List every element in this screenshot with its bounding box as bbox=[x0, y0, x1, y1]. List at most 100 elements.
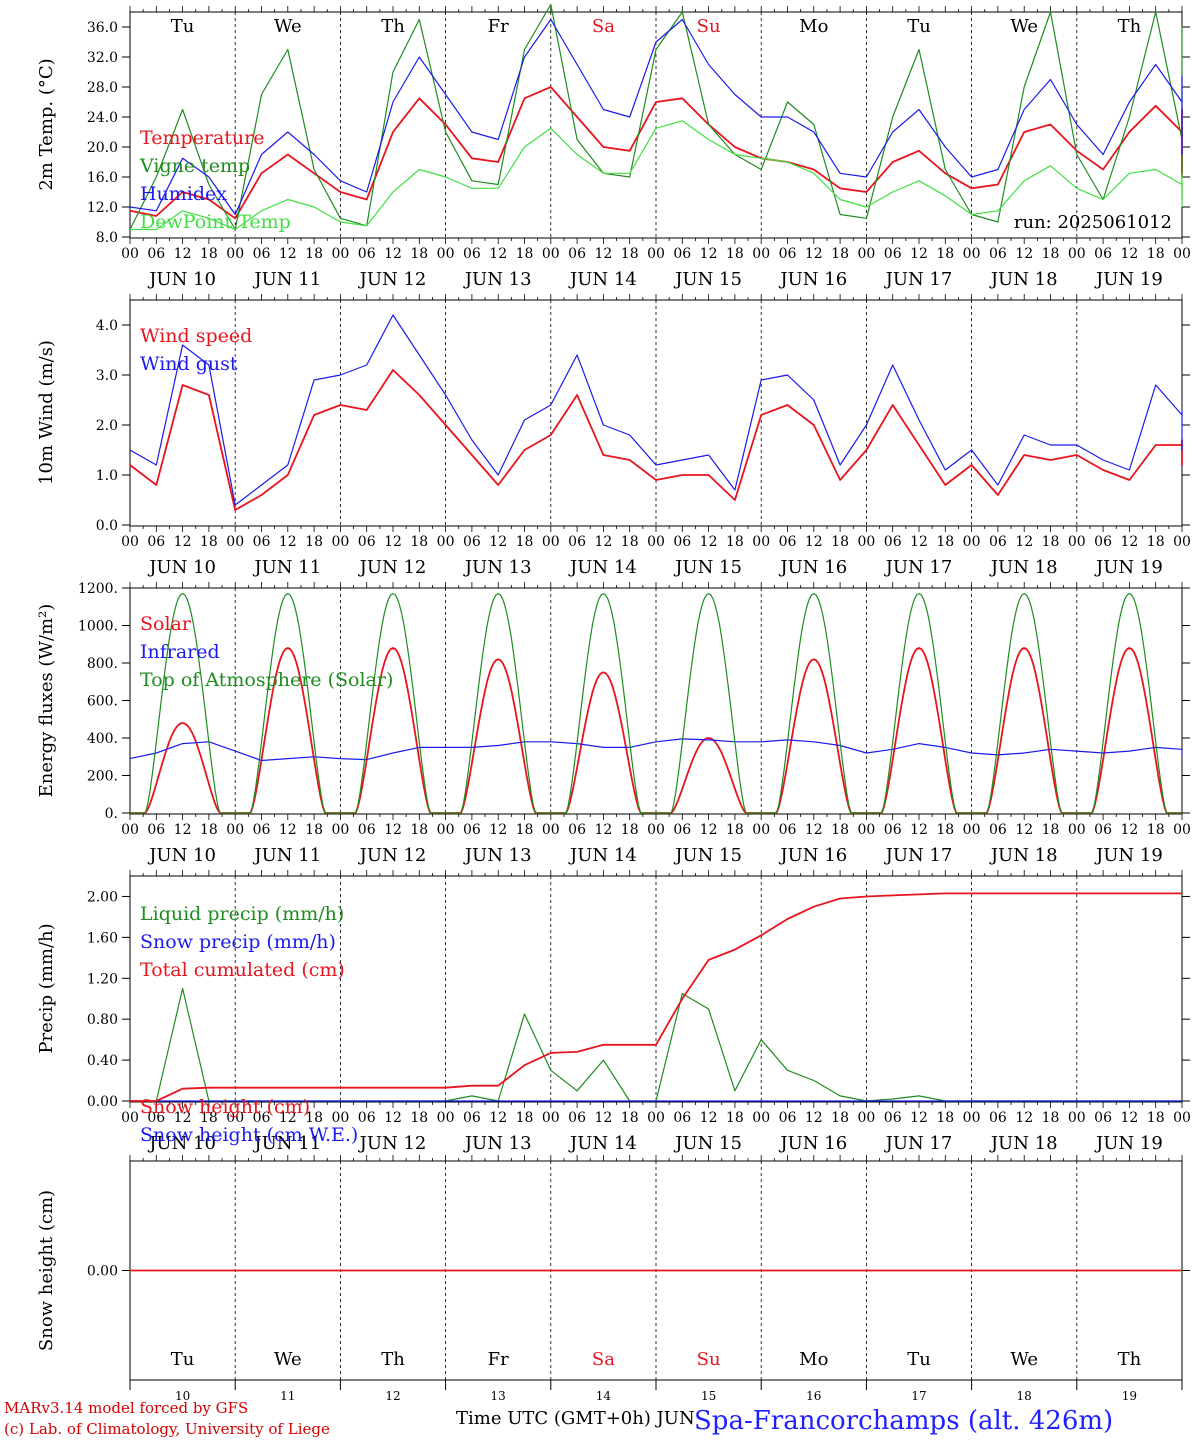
hour-label: 00 bbox=[963, 246, 981, 262]
hour-label: 12 bbox=[279, 1110, 297, 1126]
hour-label: 00 bbox=[331, 1110, 349, 1126]
run-label: run: 2025061012 bbox=[1014, 212, 1172, 233]
hour-label: 06 bbox=[673, 246, 691, 262]
series-line bbox=[130, 120, 1183, 231]
y-tick-label: 8.0 bbox=[96, 230, 118, 246]
hour-label: 06 bbox=[568, 534, 586, 550]
station-title: Spa-Francorchamps (alt. 426m) bbox=[694, 1406, 1113, 1436]
date-label: JUN 16 bbox=[778, 269, 847, 290]
date-label: JUN 18 bbox=[989, 845, 1058, 866]
hour-label: 18 bbox=[516, 1110, 534, 1126]
date-label: JUN 19 bbox=[1094, 269, 1163, 290]
hour-label: 06 bbox=[1094, 1110, 1112, 1126]
hour-label: 06 bbox=[779, 246, 797, 262]
hour-label: 18 bbox=[200, 1110, 218, 1126]
hour-label: 00 bbox=[331, 534, 349, 550]
hour-label: 18 bbox=[621, 822, 639, 838]
day-abbr: Tu bbox=[171, 16, 195, 37]
hour-label: 00 bbox=[437, 1110, 455, 1126]
hour-label: 18 bbox=[831, 246, 849, 262]
hour-label: 06 bbox=[463, 822, 481, 838]
hour-label: 00 bbox=[963, 1110, 981, 1126]
hour-label: 00 bbox=[1173, 1110, 1191, 1126]
date-label: JUN 12 bbox=[358, 557, 427, 578]
day-abbr: Mo bbox=[799, 16, 828, 37]
hour-label: 12 bbox=[1120, 246, 1138, 262]
hour-label: 18 bbox=[831, 1110, 849, 1126]
date-label: JUN 15 bbox=[673, 269, 742, 290]
hour-label: 06 bbox=[1094, 246, 1112, 262]
day-number: 13 bbox=[491, 1389, 506, 1403]
date-label: JUN 19 bbox=[1094, 557, 1163, 578]
day-abbr: Su bbox=[697, 16, 721, 37]
day-abbr-bottom: Su bbox=[697, 1349, 721, 1370]
date-label: JUN 13 bbox=[463, 269, 532, 290]
hour-label: 00 bbox=[1068, 1110, 1086, 1126]
hour-label: 18 bbox=[1147, 534, 1165, 550]
hour-label: 00 bbox=[226, 534, 244, 550]
day-abbr-bottom: We bbox=[274, 1349, 302, 1370]
date-label: JUN 15 bbox=[673, 845, 742, 866]
day-abbr: Sa bbox=[592, 16, 615, 37]
hour-label: 12 bbox=[700, 1110, 718, 1126]
day-number: 15 bbox=[701, 1389, 716, 1403]
hour-label: 06 bbox=[989, 534, 1007, 550]
y-tick-label: 1000. bbox=[78, 619, 118, 635]
hour-label: 06 bbox=[1094, 534, 1112, 550]
y-tick-label: 20.0 bbox=[87, 140, 118, 156]
hour-label: 06 bbox=[147, 822, 165, 838]
hour-label: 18 bbox=[621, 1110, 639, 1126]
date-label: JUN 12 bbox=[358, 845, 427, 866]
hour-label: 00 bbox=[542, 534, 560, 550]
hour-label: 00 bbox=[752, 534, 770, 550]
hour-label: 06 bbox=[253, 1110, 271, 1126]
hour-label: 18 bbox=[1147, 246, 1165, 262]
y-tick-label: 400. bbox=[87, 731, 118, 747]
hour-label: 06 bbox=[989, 1110, 1007, 1126]
hour-label: 06 bbox=[568, 1110, 586, 1126]
legend-entry: Snow height (cm) bbox=[140, 1096, 310, 1118]
hour-label: 00 bbox=[752, 1110, 770, 1126]
date-label: JUN 11 bbox=[252, 845, 321, 866]
panels: 8.0 12.0 16.0 20.0 24.0 28.0 32.0 36.0 2m Temp. … bbox=[36, 3, 1191, 1403]
hour-label: 18 bbox=[200, 822, 218, 838]
date-label: JUN 13 bbox=[463, 557, 532, 578]
hour-label: 18 bbox=[726, 822, 744, 838]
date-label: JUN 14 bbox=[568, 845, 637, 866]
date-label: JUN 16 bbox=[778, 557, 847, 578]
series-line bbox=[129, 369, 1183, 511]
date-label: JUN 15 bbox=[673, 1133, 742, 1154]
hour-label: 06 bbox=[779, 1110, 797, 1126]
hour-label: 06 bbox=[147, 1110, 165, 1126]
panel-temperature: 8.0 12.0 16.0 20.0 24.0 28.0 32.0 36.0 2m Temp. … bbox=[36, 3, 1191, 290]
y-tick-label: 12.0 bbox=[87, 200, 118, 216]
hour-label: 06 bbox=[358, 534, 376, 550]
hour-label: 12 bbox=[279, 534, 297, 550]
hour-label: 18 bbox=[1147, 822, 1165, 838]
hour-label: 00 bbox=[752, 822, 770, 838]
hour-label: 12 bbox=[1015, 246, 1033, 262]
hour-label: 18 bbox=[936, 822, 954, 838]
date-label: JUN 12 bbox=[358, 1133, 427, 1154]
hour-label: 12 bbox=[279, 822, 297, 838]
hour-label: 00 bbox=[542, 822, 560, 838]
hour-label: 00 bbox=[647, 534, 665, 550]
hour-label: 00 bbox=[437, 534, 455, 550]
y-axis-title: 10m Wind (m/s) bbox=[36, 340, 57, 485]
hour-label: 06 bbox=[884, 246, 902, 262]
hour-label: 12 bbox=[174, 534, 192, 550]
y-tick-label: 24.0 bbox=[87, 110, 118, 126]
day-number: 10 bbox=[175, 1389, 190, 1403]
day-number: 11 bbox=[280, 1389, 295, 1403]
hour-label: 18 bbox=[831, 822, 849, 838]
panel-wind: 0.0 1.0 2.0 3.0 4.0 10m Wind (m/s) 00 06 12 18 JUN… bbox=[36, 294, 1191, 578]
hour-label: 12 bbox=[489, 1110, 507, 1126]
hour-label: 18 bbox=[410, 534, 428, 550]
hour-label: 18 bbox=[305, 1110, 323, 1126]
date-label: JUN 18 bbox=[989, 1133, 1058, 1154]
hour-label: 00 bbox=[857, 246, 875, 262]
day-abbr-bottom: Tu bbox=[171, 1349, 195, 1370]
hour-label: 00 bbox=[1173, 534, 1191, 550]
hour-label: 18 bbox=[516, 822, 534, 838]
hour-label: 00 bbox=[1068, 246, 1086, 262]
